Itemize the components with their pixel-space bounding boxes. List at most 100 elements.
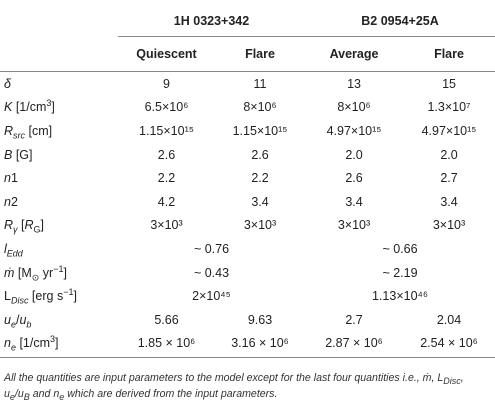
cell: 2.0 [440,147,458,162]
column-header: Average [305,36,404,72]
cell: 13 [347,76,361,91]
label-part: [G] [12,147,33,162]
label-part: [1/cm [12,100,47,115]
footnote-text: Disc [443,376,461,387]
group-header: B2 0954+25A [305,6,495,37]
column-header: Quiescent [118,36,215,72]
group-header: 1H 0323+342 [118,6,306,37]
label-part: R [24,218,34,233]
label-part: n [4,171,11,186]
label-part: 2 [10,194,18,209]
column-header: Flare [403,36,495,72]
row-label: LDisc [erg s−1] [0,284,118,308]
label-part: ] [40,218,45,233]
label-part: 3 [50,334,56,345]
label-part: [1/cm [15,336,51,351]
label-part: n [4,194,11,209]
cell: 3×10³ [432,218,466,233]
label-part: ] [73,289,77,304]
label-part: B [4,147,13,162]
footnote-text: /u [14,388,24,400]
label-part: ṁ [4,265,15,280]
table-row: LDisc [erg s−1] 2×10⁴⁵ 1.13×10⁴⁶ [0,284,495,308]
cell: 5.66 [154,312,179,327]
cell: 2.6 [345,171,363,186]
label-part: R [4,218,14,233]
cell: 2.7 [345,312,363,327]
cell: 1.15×10¹⁵ [139,123,194,138]
footnote-text: which are derived from the input paramet… [64,388,278,400]
footnote: All the quantities are input parameters … [4,370,492,402]
table-row: ṁ [M⊙ yr−1] ~ 0.43 ~ 2.19 [0,261,495,285]
cell: 1.85 × 10⁶ [118,331,215,359]
cell: 2.7 [440,171,458,186]
table-row: δ 9 11 13 15 [0,72,495,96]
label-part: δ [4,76,11,91]
footnote-text: e [59,392,65,403]
label-part: ] [63,265,67,280]
cell: 9 [163,76,170,91]
label-part: e [10,342,16,353]
label-part: e [10,319,16,330]
cell: 3×10³ [337,218,371,233]
label-part: Disc [10,295,29,306]
label-part: K [4,100,13,115]
cell: 2.54 × 10⁶ [403,331,495,359]
label-part: / [15,312,20,327]
row-label: ue/ub [0,308,118,332]
row-label: ne [1/cm3] [0,331,118,359]
label-part: [cm] [25,123,53,138]
cell: 2.6 [251,147,269,162]
label-part: −1 [53,263,64,274]
cell: 9.63 [247,312,273,327]
row-label: n1 [0,166,118,190]
label-part: −1 [63,286,74,297]
cell: 3.4 [345,194,363,209]
cell: ~ 0.76 [193,241,230,256]
label-part: G [33,224,41,235]
label-part: u [4,312,11,327]
footnote-text: , u [4,372,464,400]
label-part: γ [13,224,18,235]
cell: 3.16 × 10⁶ [215,331,306,359]
cell: ~ 0.66 [382,241,418,256]
label-part: 3 [46,98,52,109]
label-part: ] [55,336,59,351]
label-part: [ [17,218,25,233]
table-row: n2 4.2 3.4 3.4 3.4 [0,190,495,214]
cell: 1.13×10⁴⁶ [371,289,429,304]
table-row: n1 2.2 2.2 2.6 2.7 [0,166,495,190]
label-part: 1 [10,171,18,186]
label-part: L [4,289,11,304]
table-row: Rsrc [cm] 1.15×10¹⁵ 1.15×10¹⁵ 4.97×10¹⁵ 4.97… [0,119,495,143]
cell: 2.6 [157,147,176,162]
cell: 3×10³ [243,218,277,233]
label-part: l [4,241,7,256]
cell: 2.87 × 10⁶ [305,331,404,359]
cell: 2×10⁴⁵ [192,289,231,304]
table-row: Rγ [RG] 3×10³ 3×10³ 3×10³ 3×10³ [0,214,495,238]
cell: 3.4 [251,194,269,209]
label-part: u [19,312,27,327]
label-part: Edd [6,248,23,259]
table-row: lEdd ~ 0.76 ~ 0.66 [0,237,495,261]
row-label: K [1/cm3] [0,96,118,120]
row-label: lEdd [0,237,118,261]
label-part: yr [39,265,54,280]
footnote-text: and n [29,388,60,400]
cell: 6.5×10⁶ [144,100,189,115]
cell: 3.4 [440,194,458,209]
cell: 1.15×10¹⁵ [232,123,288,138]
label-part: ] [51,100,55,115]
row-label: Rγ [RG] [0,214,118,238]
label-part: [erg s [28,289,64,304]
cell: 1.3×10⁷ [427,100,471,115]
label-part: [M [14,265,32,280]
label-part: b [26,319,32,330]
cell: 2.0 [345,147,363,162]
footnote-text: e [9,392,15,403]
cell: 2.2 [157,171,176,186]
row-label: ṁ [M⊙ yr−1] [0,261,118,285]
column-header: Flare [215,36,306,72]
